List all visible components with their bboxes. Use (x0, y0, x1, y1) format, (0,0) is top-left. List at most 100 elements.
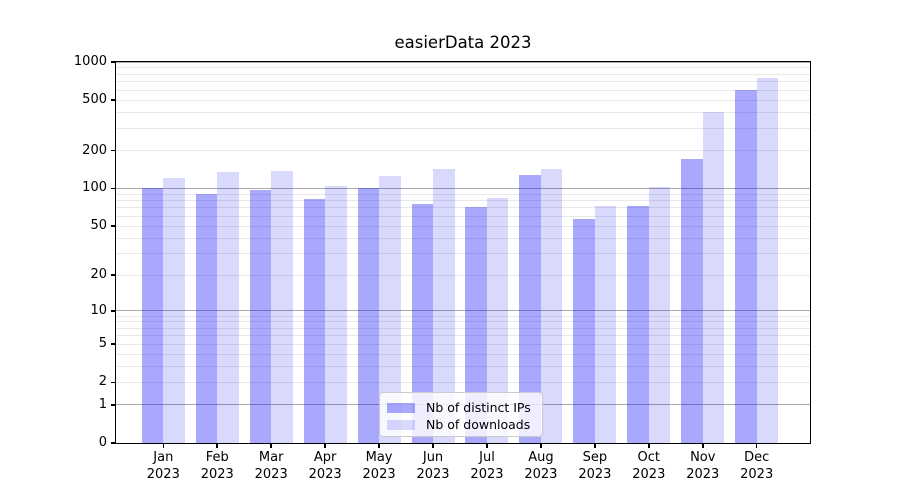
major-gridline (115, 310, 810, 312)
minor-gridline (115, 215, 810, 217)
x-tick-label: Dec 2023 (740, 450, 774, 482)
minor-gridline (115, 237, 810, 239)
x-tick-label: Aug 2023 (524, 450, 558, 482)
minor-gridline (115, 381, 810, 383)
bar-ips-mar (249, 189, 272, 443)
x-tick-mark (486, 443, 488, 448)
minor-gridline (115, 150, 810, 152)
bar-ips-jul (465, 207, 487, 443)
x-tick-label: Jul 2023 (470, 450, 504, 482)
x-tick-mark (432, 443, 434, 448)
minor-gridline (115, 225, 810, 227)
y-tick-mark (110, 99, 115, 101)
bar-ips-oct (627, 205, 649, 443)
minor-gridline (115, 200, 810, 202)
x-tick-mark (540, 443, 542, 448)
y-tick-label: 2 (98, 374, 107, 390)
bar-ips-feb (195, 193, 218, 443)
chart-title: easierData 2023 (394, 33, 532, 52)
legend-label-distinct-ips: Nb of distinct IPs (426, 400, 531, 415)
y-tick-mark (110, 61, 115, 63)
bar-ips-jun (411, 204, 434, 443)
minor-gridline (115, 111, 810, 113)
minor-gridline (115, 321, 810, 323)
legend-item-distinct-ips: Nb of distinct IPs (387, 399, 534, 416)
x-tick-mark (324, 443, 326, 448)
bar-ips-sep (573, 219, 595, 443)
bar-downloads-feb (217, 172, 239, 443)
minor-gridline (115, 207, 810, 209)
major-gridline (115, 61, 810, 63)
bar-downloads-apr (325, 186, 347, 443)
y-tick-label: 5 (98, 336, 107, 352)
minor-gridline (115, 73, 810, 75)
x-tick-mark (648, 443, 650, 448)
bar-ips-apr (303, 199, 326, 443)
minor-gridline (115, 99, 810, 101)
bar-downloads-dec (756, 78, 779, 443)
x-tick-mark (594, 443, 596, 448)
y-tick-label: 10 (90, 302, 107, 318)
y-tick-mark (110, 381, 115, 384)
x-tick-label: Feb 2023 (200, 450, 234, 482)
y-tick-label: 0 (98, 435, 107, 450)
minor-gridline (115, 193, 810, 195)
x-tick-label: Jun 2023 (416, 450, 450, 482)
x-tick-mark (378, 443, 380, 448)
bar-ips-aug (519, 174, 541, 443)
minor-gridline (115, 89, 810, 91)
bar-ips-dec (735, 90, 757, 443)
x-tick-label: May 2023 (362, 450, 396, 482)
x-tick-mark (216, 443, 218, 448)
bar-downloads-jan (163, 177, 185, 443)
y-tick-label: 1000 (73, 54, 107, 69)
legend-swatch-downloads (387, 419, 415, 430)
x-tick-label: Apr 2023 (308, 450, 342, 482)
bar-ips-may (357, 188, 380, 443)
major-gridline (115, 187, 810, 189)
x-tick-label: Mar 2023 (254, 450, 288, 482)
bar-downloads-jul (486, 197, 509, 443)
bar-downloads-jun (433, 169, 455, 443)
y-tick-label: 50 (90, 218, 107, 234)
bar-downloads-sep (594, 206, 617, 443)
y-tick-mark (110, 404, 115, 406)
y-tick-mark (110, 343, 115, 345)
bar-downloads-mar (271, 171, 293, 443)
y-tick-label: 20 (90, 267, 107, 283)
y-tick-label: 200 (82, 142, 107, 158)
bar-downloads-nov (702, 111, 725, 443)
minor-gridline (115, 253, 810, 255)
y-tick-mark (110, 274, 115, 276)
minor-gridline (115, 327, 810, 329)
x-tick-label: Nov 2023 (686, 450, 720, 482)
legend: Nb of distinct IPs Nb of downloads (379, 392, 543, 437)
legend-item-downloads: Nb of downloads (387, 416, 534, 433)
y-tick-mark (110, 310, 115, 312)
y-tick-mark (110, 442, 115, 444)
bar-ips-jan (141, 188, 164, 443)
minor-gridline (115, 366, 810, 368)
bar-downloads-may (379, 175, 401, 443)
minor-gridline (115, 127, 810, 129)
minor-gridline (115, 274, 810, 276)
y-tick-label: 1 (98, 396, 107, 412)
bar-downloads-oct (648, 187, 671, 443)
legend-swatch-distinct-ips (387, 402, 415, 413)
y-tick-mark (110, 187, 115, 190)
minor-gridline (115, 315, 810, 317)
x-tick-label: Oct 2023 (632, 450, 666, 482)
minor-gridline (115, 67, 810, 69)
y-tick-label: 500 (82, 92, 107, 108)
minor-gridline (115, 343, 810, 345)
x-tick-mark (755, 443, 758, 448)
y-tick-mark (110, 149, 115, 152)
minor-gridline (115, 81, 810, 83)
y-tick-label: 100 (82, 180, 107, 196)
x-tick-mark (270, 443, 272, 448)
minor-gridline (115, 335, 810, 337)
y-tick-mark (110, 225, 115, 227)
bar-downloads-aug (540, 168, 563, 443)
x-tick-label: Jan 2023 (146, 450, 180, 482)
